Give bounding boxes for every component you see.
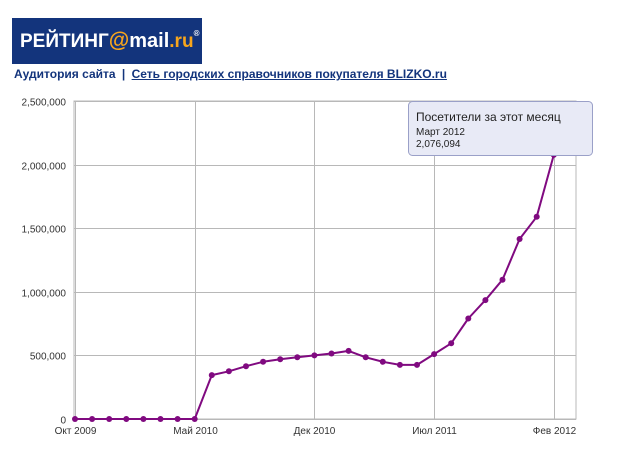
data-point [311,352,318,359]
y-tick-label: 1,000,000 [22,289,67,300]
y-tick-label: 1,500,000 [22,225,67,236]
tooltip-title: Посетители за этот месяц [416,110,561,124]
logo-ru: .ru [169,31,194,52]
data-point [533,213,540,220]
y-axis: 0 500,000 1,000,000 1,500,000 2,000,000 2,500… [22,98,67,427]
x-tick-label: Дек 2010 [294,426,336,437]
data-point [89,416,96,422]
tooltip-month: Март 2012 [416,127,465,138]
rating-mail-ru-logo[interactable]: РЕЙТИНГ@mail.ru® [12,18,202,64]
tooltip-box [408,101,593,156]
tooltip-value: 2,076,094 [416,139,461,150]
data-point [243,363,249,370]
data-point [465,315,472,322]
logo-text: РЕЙТИНГ [20,31,109,52]
data-point [157,416,164,422]
breadcrumb-separator: | [121,67,126,81]
data-point [123,416,130,422]
data-point [362,354,369,361]
breadcrumb: Аудитория сайта | Сеть городских справоч… [14,67,447,81]
data-point [379,358,386,365]
x-tick-label: Май 2010 [173,426,218,437]
data-point [499,276,506,283]
y-tick-label: 2,000,000 [22,162,67,173]
data-point [414,361,420,368]
logo-mail: mail [129,30,170,52]
data-point [396,361,403,368]
data-point [328,350,335,357]
series-line [75,153,571,420]
x-tick-label: Фев 2012 [533,426,577,437]
data-point [174,416,181,422]
data-point [208,372,215,379]
visitors-series [72,151,571,422]
data-point [448,340,455,347]
data-point [260,358,267,365]
site-link[interactable]: Сеть городских справочников покупателя B… [131,67,447,81]
logo-at: @ [108,29,130,52]
data-point [345,347,352,354]
data-point [294,354,301,361]
y-tick-label: 0 [60,416,66,427]
tooltip: Посетители за этот месяц Март 2012 2,076… [408,101,593,156]
x-tick-label: Окт 2009 [55,426,97,437]
data-point [191,416,198,422]
data-point [106,416,113,422]
data-point [482,297,489,304]
data-point [277,356,284,363]
x-tick-label: Июл 2011 [412,426,457,437]
y-tick-label: 2,500,000 [22,98,67,109]
data-point [140,416,147,422]
y-tick-label: 500,000 [30,352,67,363]
data-point [72,416,78,422]
x-axis: Окт 2009 Май 2010 Дек 2010 Июл 2011 Фев 2012 [55,426,577,437]
section-title: Аудитория сайта [14,67,116,81]
chart-grid [73,100,577,420]
logo-registered-mark: ® [193,29,200,38]
data-point [516,236,523,242]
data-point [431,351,438,358]
data-point [225,368,232,375]
